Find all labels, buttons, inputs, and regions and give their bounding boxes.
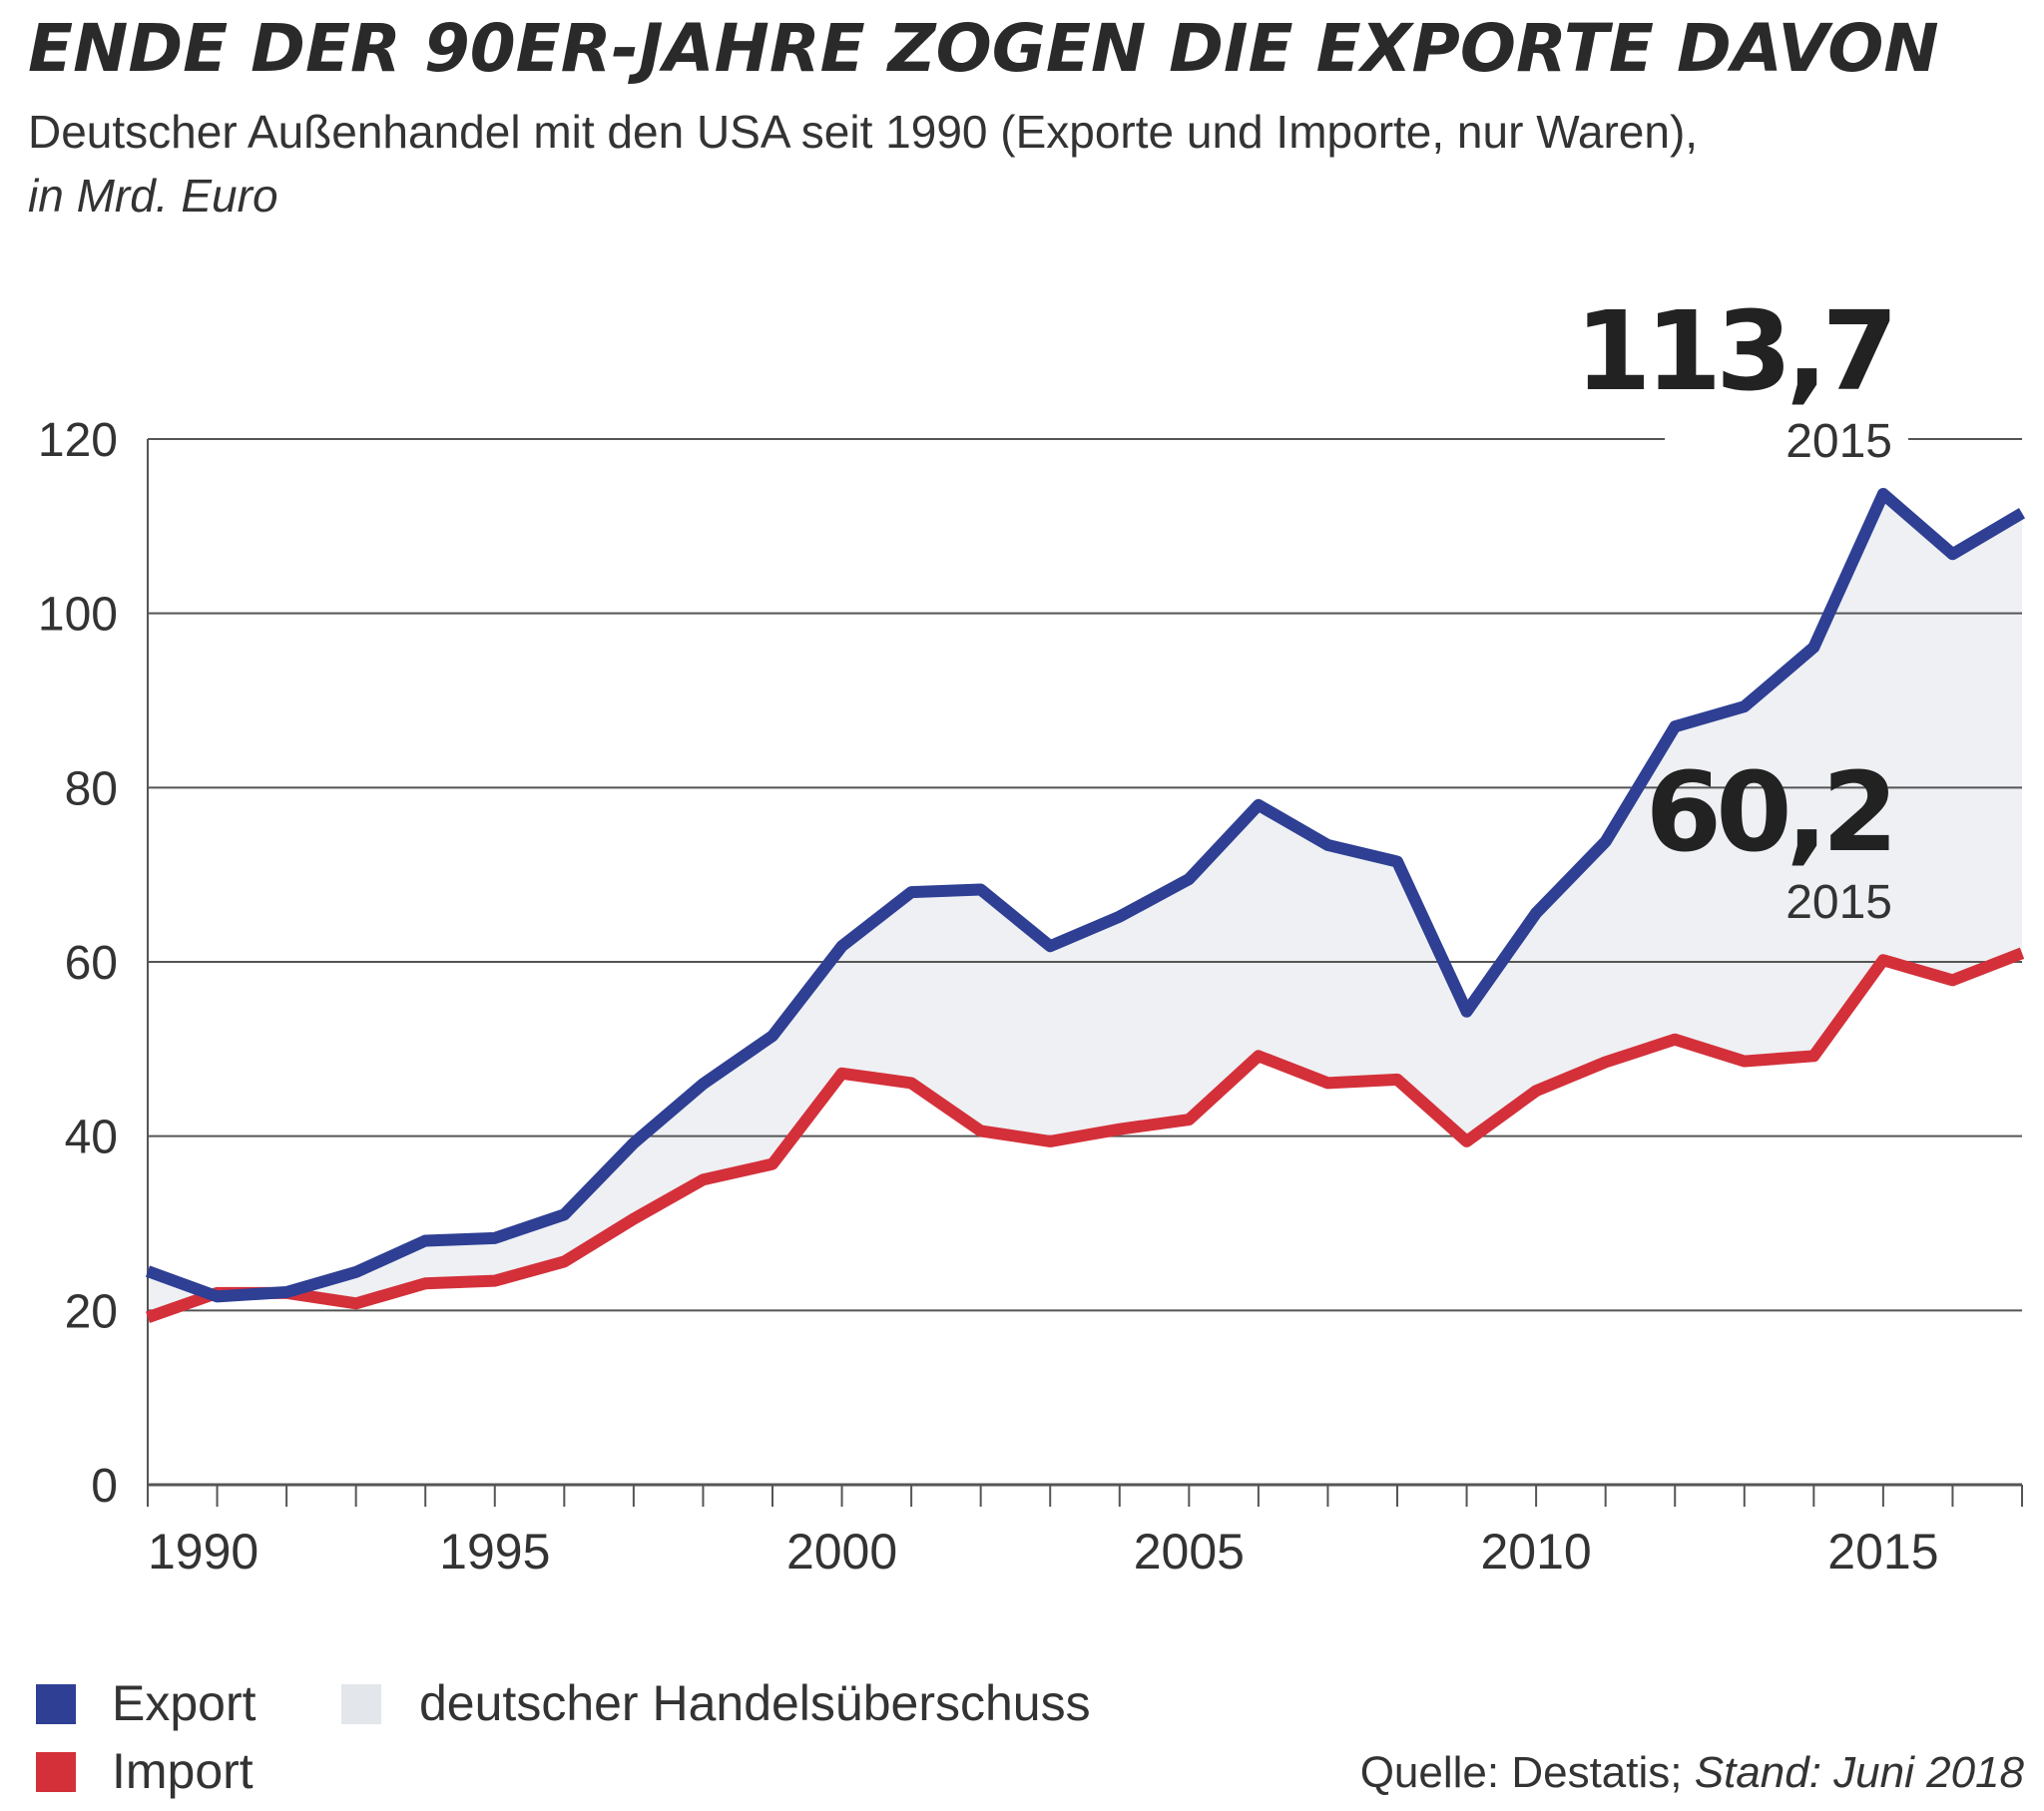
- y-tick-label-100: 100: [38, 589, 118, 642]
- annotation-import-year: 2015: [1786, 876, 1892, 929]
- annotation-import-value: 60,2: [1646, 748, 1892, 876]
- surplus-area: [148, 494, 2022, 1318]
- surplus-area-layer: [148, 494, 2022, 1318]
- annotation-export-value: 113,7: [1575, 287, 1892, 415]
- legend-label-import: Import: [112, 1743, 254, 1799]
- legend-label-export: Export: [112, 1675, 256, 1731]
- y-tick-label-60: 60: [65, 937, 118, 990]
- y-tick-label-40: 40: [65, 1112, 118, 1164]
- annotation-export-year: 2015: [1786, 415, 1892, 468]
- y-tick-label-120: 120: [38, 414, 118, 467]
- y-tick-label-0: 0: [91, 1460, 118, 1513]
- legend-label-surplus: deutscher Handelsüberschuss: [419, 1675, 1091, 1731]
- legend-swatch-export: [36, 1684, 76, 1724]
- x-tick-label-2010: 2010: [1480, 1524, 1591, 1580]
- chart-title: ENDE DER 90ER-JAHRE ZOGEN DIE EXPORTE DA…: [28, 10, 1939, 87]
- series-line-export: [145, 488, 2026, 1303]
- series-lines: [145, 488, 2026, 1323]
- source-text: Quelle: Destatis;: [1359, 1748, 1683, 1797]
- x-tick-label-2015: 2015: [1827, 1524, 1938, 1580]
- x-tick-label-2005: 2005: [1134, 1524, 1245, 1580]
- legend-swatch-import: [36, 1752, 76, 1792]
- axes: 0 20 40 60 80 100 120 1990 1995 2000 2005 2010 2015: [38, 414, 2023, 1580]
- legend-swatch-surplus: [341, 1684, 381, 1724]
- series-line-import: [146, 947, 2025, 1323]
- annotation-export-bg: [1665, 279, 1908, 475]
- x-tick-label-1990: 1990: [148, 1524, 258, 1580]
- chart-subtitle: Deutscher Außenhandel mit den USA seit 1…: [28, 100, 1725, 227]
- x-tick-label-2000: 2000: [786, 1524, 897, 1580]
- y-tick-label-80: 80: [65, 762, 118, 815]
- source-note: Quelle: Destatis; Stand: Juni 2018: [1360, 1748, 2024, 1798]
- subtitle-unit: in Mrd. Euro: [28, 170, 278, 222]
- y-tick-label-20: 20: [65, 1285, 118, 1338]
- source-date: Stand: Juni 2018: [1694, 1748, 2024, 1797]
- subtitle-text: Deutscher Außenhandel mit den USA seit 1…: [28, 106, 1699, 158]
- x-tick-label-1995: 1995: [439, 1524, 550, 1580]
